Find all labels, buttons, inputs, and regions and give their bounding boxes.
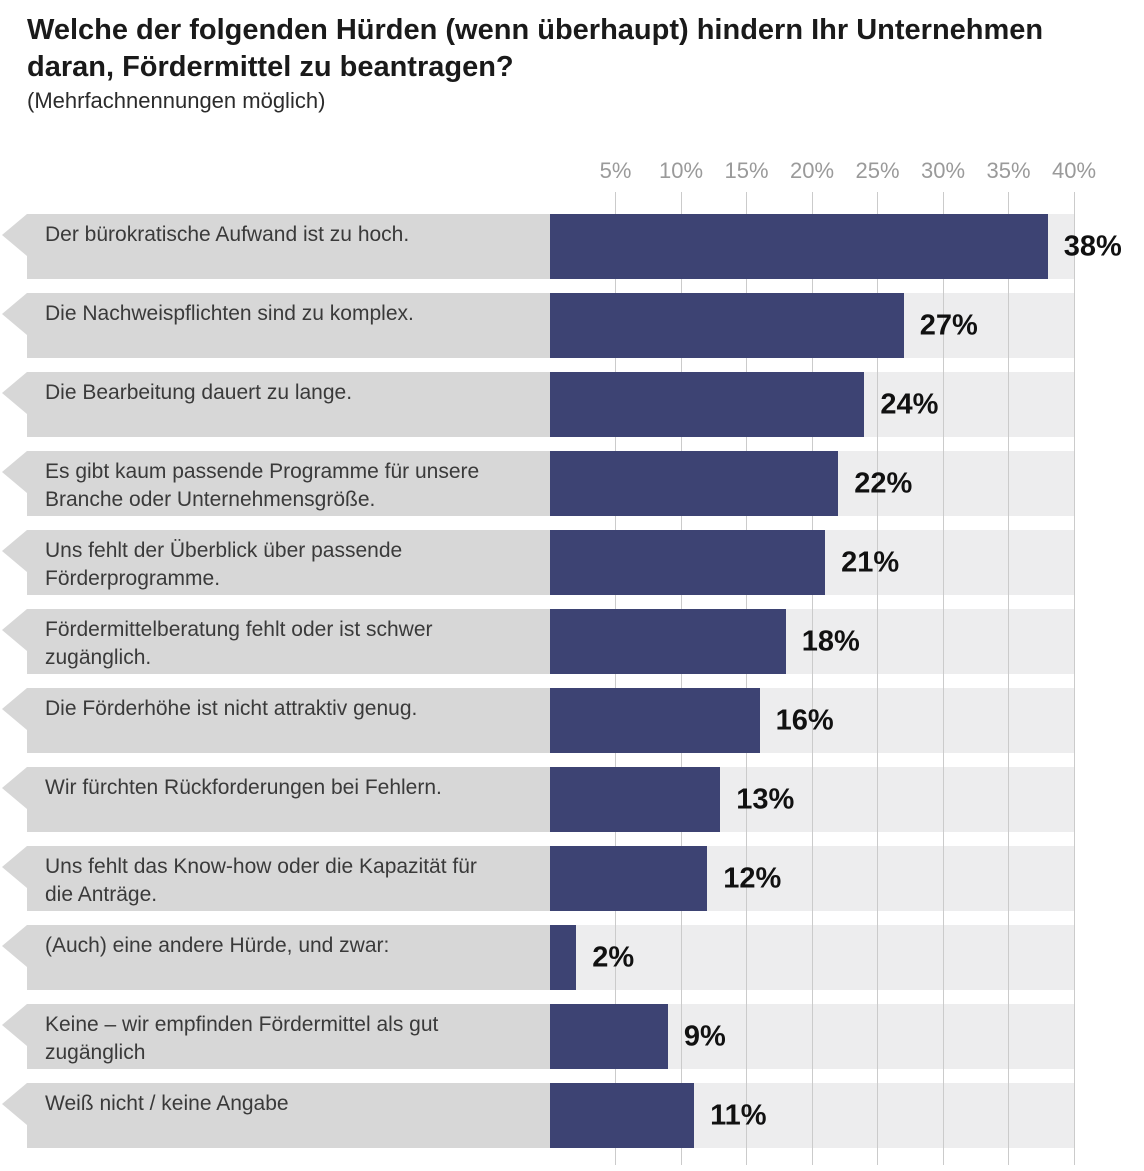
bar-track: 38% — [550, 214, 1122, 279]
bar-track: 11% — [550, 1083, 1074, 1148]
category-label-box: Wir fürchten Rückforderungen bei Fehlern… — [2, 767, 550, 832]
bar-track: 13% — [550, 767, 1074, 832]
category-label-text: Die Nachweispflichten sind zu komplex. — [45, 302, 414, 325]
category-label-box: Keine – wir empfinden Fördermittel als g… — [2, 1004, 550, 1069]
category-label-box: Die Nachweispflichten sind zu komplex. — [2, 293, 550, 358]
bar-row: Keine – wir empfinden Fördermittel als g… — [2, 1004, 1117, 1069]
bar-track: 2% — [550, 925, 1074, 990]
bar-track: 24% — [550, 372, 1074, 437]
category-label-box: Uns fehlt das Know-how oder die Kapazitä… — [2, 846, 550, 911]
bar-row: Uns fehlt das Know-how oder die Kapazitä… — [2, 846, 1117, 911]
x-axis-tick-label: 25% — [855, 158, 900, 183]
category-label-text: Wir fürchten Rückforderungen bei Fehlern… — [45, 776, 442, 799]
bar — [550, 293, 904, 358]
bar-row: Uns fehlt der Überblick über passende Fö… — [2, 530, 1117, 595]
value-label: 12% — [723, 862, 782, 894]
category-label-box: Fördermittelberatung fehlt oder ist schw… — [2, 609, 550, 674]
bar-row: Es gibt kaum passende Programme für unse… — [2, 451, 1117, 516]
value-label: 27% — [919, 309, 978, 341]
bar — [550, 214, 1048, 279]
bar — [550, 846, 708, 911]
bar-track: 12% — [550, 846, 1074, 911]
value-label: 18% — [801, 625, 860, 657]
bar-track: 27% — [550, 293, 1074, 358]
value-label: 21% — [841, 546, 900, 578]
bar — [550, 688, 760, 753]
category-label-box: (Auch) eine andere Hürde, und zwar: — [2, 925, 550, 990]
chart-title: Welche der folgenden Hürden (wenn überha… — [27, 14, 1044, 83]
bar-row: Der bürokratische Aufwand ist zu hoch. 3… — [2, 214, 1122, 279]
value-label: 11% — [710, 1099, 767, 1131]
value-label: 16% — [775, 704, 834, 736]
category-label-text: Die Förderhöhe ist nicht attraktiv genug… — [45, 697, 418, 720]
value-label: 24% — [880, 388, 939, 420]
bar-track: 9% — [550, 1004, 1074, 1069]
chart-subtitle: (Mehrfachnennungen möglich) — [27, 88, 326, 113]
bar — [550, 1004, 668, 1069]
bar — [550, 451, 839, 516]
category-label-text: Fördermittelberatung fehlt oder ist schw… — [45, 618, 433, 669]
bar-row: Fördermittelberatung fehlt oder ist schw… — [2, 609, 1117, 674]
category-label-box: Die Bearbeitung dauert zu lange. — [2, 372, 550, 437]
bar-row: Die Nachweispflichten sind zu komplex. 2… — [2, 293, 1117, 358]
category-label-box: Uns fehlt der Überblick über passende Fö… — [2, 530, 550, 595]
category-label-text: Keine – wir empfinden Fördermittel als g… — [45, 1013, 439, 1064]
category-label-text: Uns fehlt der Überblick über passende Fö… — [45, 539, 403, 590]
category-label-text: Der bürokratische Aufwand ist zu hoch. — [45, 223, 410, 246]
bar-track: 18% — [550, 609, 1074, 674]
x-axis-tick-label: 10% — [658, 158, 704, 183]
category-label-text: Uns fehlt das Know-how oder die Kapazitä… — [45, 855, 477, 906]
bar — [550, 609, 786, 674]
bar-track: 16% — [550, 688, 1074, 753]
bar-row: Die Förderhöhe ist nicht attraktiv genug… — [2, 688, 1117, 753]
x-axis-tick-label: 30% — [920, 158, 966, 183]
category-label-text: Die Bearbeitung dauert zu lange. — [45, 381, 353, 404]
category-label-box: Der bürokratische Aufwand ist zu hoch. — [2, 214, 550, 279]
bar-row: Die Bearbeitung dauert zu lange. 24% — [2, 372, 1117, 437]
x-axis-tick-label: 5% — [599, 158, 632, 183]
value-label: 13% — [736, 783, 795, 815]
value-label: 38% — [1063, 230, 1122, 262]
x-axis-tick-label: 40% — [1051, 158, 1097, 183]
bar — [550, 925, 577, 990]
bar-row: Wir fürchten Rückforderungen bei Fehlern… — [2, 767, 1117, 832]
bar-rows: Der bürokratische Aufwand ist zu hoch. 3… — [2, 214, 1122, 1162]
bar — [550, 530, 826, 595]
category-label-box: Es gibt kaum passende Programme für unse… — [2, 451, 550, 516]
x-axis-tick-label: 20% — [789, 158, 835, 183]
x-axis-tick-label: 15% — [724, 158, 769, 183]
bar — [550, 1083, 695, 1148]
x-axis: 5% 10% 15% 20% 25% 30% 35% 40% — [550, 158, 1096, 186]
bar — [550, 767, 721, 832]
value-label: 22% — [854, 467, 913, 499]
category-label-text: Es gibt kaum passende Programme für unse… — [45, 460, 480, 511]
x-axis-tick-label: 35% — [986, 158, 1031, 183]
category-label-box: Weiß nicht / keine Angabe — [2, 1083, 550, 1148]
bar-track: 21% — [550, 530, 1074, 595]
category-label-text: (Auch) eine andere Hürde, und zwar: — [45, 934, 390, 957]
bar — [550, 372, 865, 437]
bar-row: (Auch) eine andere Hürde, und zwar: 2% — [2, 925, 1117, 990]
bar-track: 22% — [550, 451, 1074, 516]
category-label-text: Weiß nicht / keine Angabe — [45, 1092, 289, 1115]
bar-row: Weiß nicht / keine Angabe 11% — [2, 1083, 1117, 1148]
category-label-box: Die Förderhöhe ist nicht attraktiv genug… — [2, 688, 550, 753]
value-label: 9% — [683, 1020, 726, 1052]
value-label: 2% — [592, 941, 635, 973]
